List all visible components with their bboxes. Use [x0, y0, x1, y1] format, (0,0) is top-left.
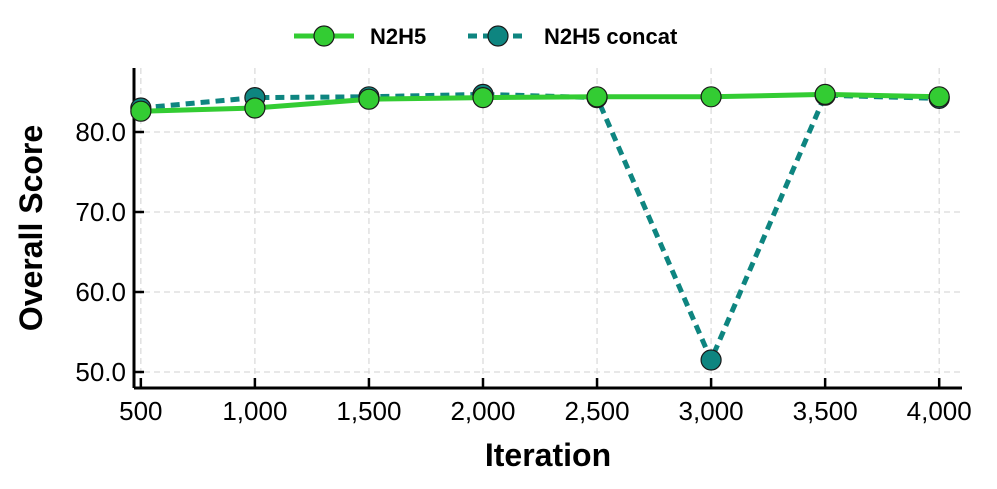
series-line-n2h5: [140, 91, 940, 114]
x-tick-label: 500: [119, 396, 162, 426]
data-point: [700, 86, 722, 108]
x-tick-label: 2,500: [565, 396, 630, 426]
y-tick-label: 50.0: [75, 357, 126, 387]
data-point: [472, 86, 494, 109]
legend: N2H5 N2H5 concat: [294, 24, 678, 49]
legend-swatch-marker: [487, 25, 509, 47]
y-tick-label: 80.0: [75, 117, 126, 147]
grid-lines: [134, 68, 962, 388]
x-tick-label: 3,500: [793, 396, 858, 426]
legend-label: N2H5 concat: [544, 24, 678, 49]
data-point: [358, 88, 380, 110]
data-point: [814, 83, 836, 106]
y-axis-title: Overall Score: [13, 125, 49, 331]
y-tick-label: 70.0: [75, 197, 126, 227]
series-lines: [130, 83, 950, 371]
x-tick-label: 1,000: [222, 396, 287, 426]
data-point: [130, 100, 152, 122]
axes: 500 1,000 1,500 2,000 2,500 3,000 3,500 4,000 50…: [75, 68, 972, 426]
legend-swatch-marker: [313, 25, 335, 47]
data-point: [928, 86, 950, 108]
x-tick-label: 1,500: [336, 396, 401, 426]
x-tick-label: 2,000: [450, 396, 515, 426]
data-point: [586, 86, 608, 108]
x-tick-label: 3,000: [679, 396, 744, 426]
data-point: [244, 97, 266, 119]
data-point: [700, 349, 722, 371]
legend-label: N2H5: [370, 24, 426, 49]
x-tick-label: 4,000: [907, 396, 972, 426]
x-axis-title: Iteration: [485, 437, 611, 473]
y-tick-label: 60.0: [75, 277, 126, 307]
series-line-n2h5-concat: [140, 91, 940, 363]
